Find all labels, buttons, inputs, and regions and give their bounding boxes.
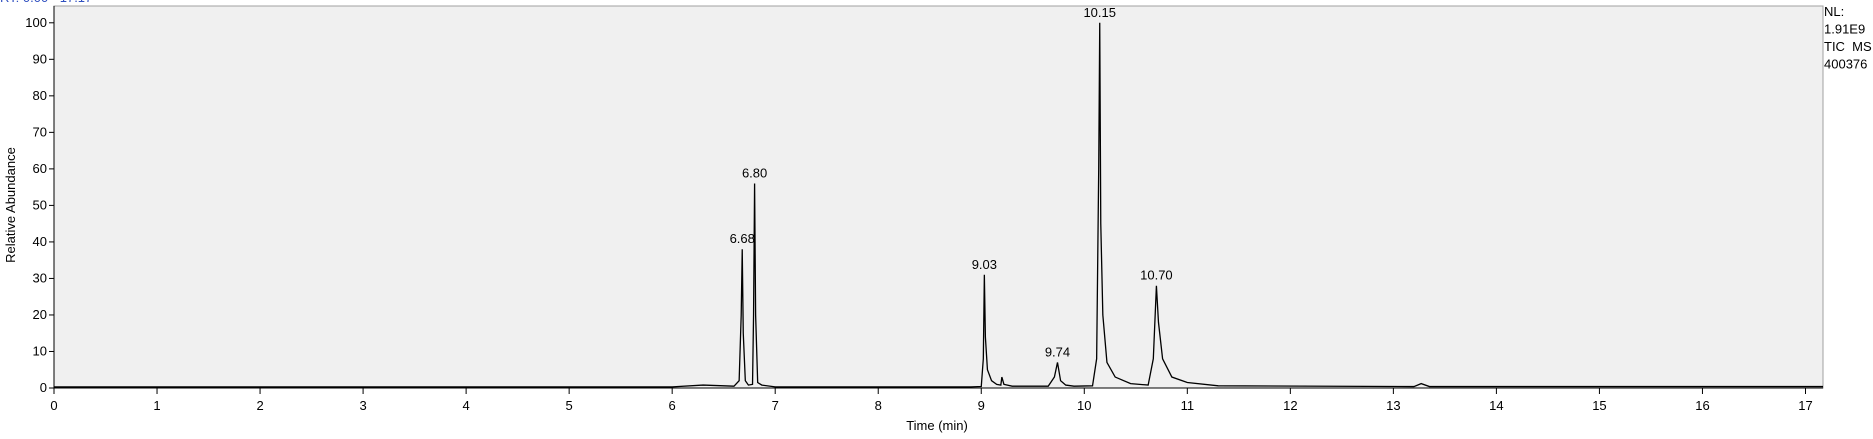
- y-tick-label: 20: [33, 307, 47, 322]
- x-tick-label: 7: [772, 398, 779, 413]
- info-text: TIC MS: [1824, 39, 1872, 54]
- y-tick-label: 0: [40, 380, 47, 395]
- x-tick-label: 6: [669, 398, 676, 413]
- x-tick-label: 16: [1695, 398, 1709, 413]
- y-tick-label: 70: [33, 124, 47, 139]
- peak-label: 6.80: [742, 165, 767, 180]
- x-tick-label: 9: [978, 398, 985, 413]
- y-tick-label: 30: [33, 270, 47, 285]
- y-tick-label: 60: [33, 161, 47, 176]
- x-tick-label: 8: [875, 398, 882, 413]
- peak-label: 9.03: [972, 257, 997, 272]
- x-tick-label: 5: [566, 398, 573, 413]
- x-tick-label: 11: [1181, 398, 1195, 413]
- x-tick-label: 3: [359, 398, 366, 413]
- x-tick-label: 1: [153, 398, 160, 413]
- x-tick-label: 4: [462, 398, 469, 413]
- y-tick-label: 10: [33, 343, 47, 358]
- info-text: 1.91E9: [1824, 22, 1865, 37]
- trace: [54, 22, 1823, 388]
- info-text: NL:: [1824, 4, 1844, 19]
- y-axis-label: Relative Abundance: [3, 147, 18, 263]
- x-tick-label: 15: [1592, 398, 1606, 413]
- peak-label: 6.68: [730, 231, 755, 246]
- peak-label: 10.70: [1140, 268, 1173, 283]
- y-tick-label: 40: [33, 234, 47, 249]
- peak-label: 9.74: [1045, 344, 1070, 359]
- header: RT: 0.00 - 17.17: [0, 0, 92, 5]
- info-text: 400376: [1824, 57, 1867, 72]
- y-tick-label: 100: [25, 15, 47, 30]
- y-tick-label: 50: [33, 197, 47, 212]
- x-tick-label: 12: [1283, 398, 1297, 413]
- y-tick-label: 80: [33, 88, 47, 103]
- x-axis-label: Time (min): [906, 418, 968, 433]
- y-tick-label: 90: [33, 51, 47, 66]
- x-tick-label: 2: [256, 398, 263, 413]
- x-tick-label: 17: [1798, 398, 1812, 413]
- x-tick-label: 0: [50, 398, 57, 413]
- x-tick-label: 14: [1489, 398, 1503, 413]
- peak-label: 10.15: [1083, 5, 1116, 20]
- x-tick-label: 10: [1077, 398, 1091, 413]
- plot-area: [53, 5, 1824, 389]
- x-tick-label: 13: [1386, 398, 1400, 413]
